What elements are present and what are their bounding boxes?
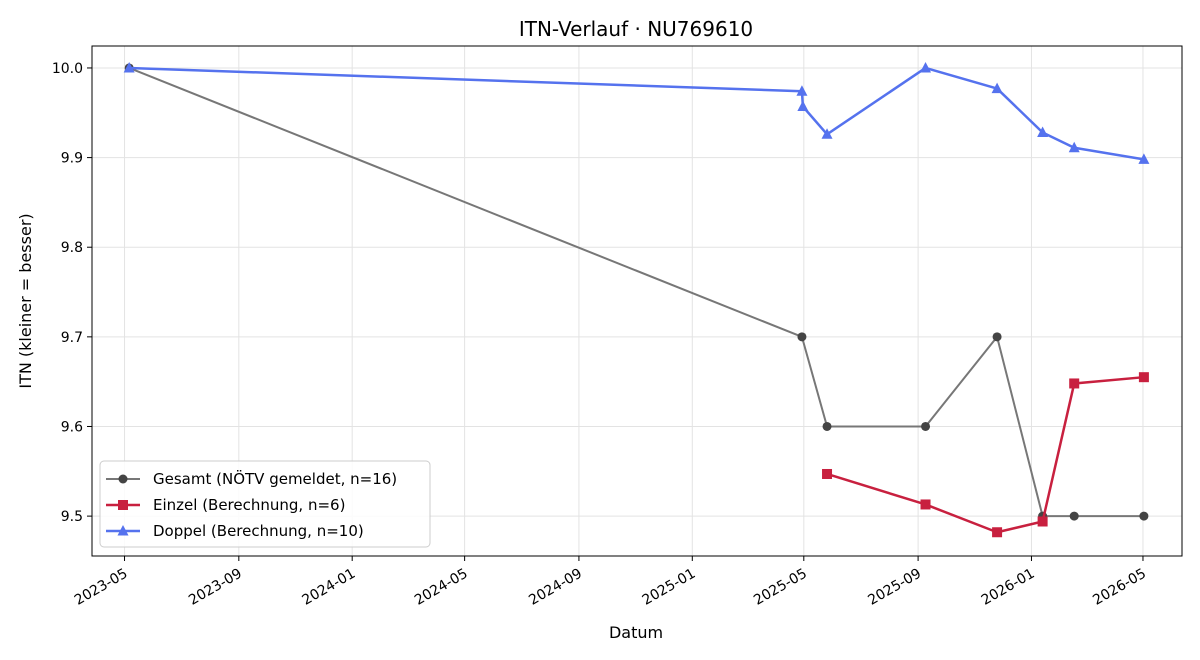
data-point bbox=[1139, 512, 1148, 521]
legend-label: Gesamt (NÖTV gemeldet, n=16) bbox=[153, 469, 397, 488]
legend-marker bbox=[118, 500, 128, 510]
legend-marker bbox=[119, 475, 128, 484]
y-tick-label: 9.6 bbox=[61, 419, 83, 435]
data-point bbox=[1139, 372, 1149, 382]
y-tick-label: 9.9 bbox=[61, 151, 83, 167]
data-point bbox=[1069, 378, 1079, 388]
chart-title: ITN-Verlauf · NU769610 bbox=[519, 17, 753, 41]
data-point bbox=[1038, 516, 1048, 526]
y-axis-label: ITN (kleiner = besser) bbox=[16, 213, 35, 388]
y-tick-label: 9.7 bbox=[61, 330, 83, 346]
data-point bbox=[993, 332, 1002, 341]
data-point bbox=[797, 332, 806, 341]
data-point bbox=[921, 422, 930, 431]
legend-label: Doppel (Berechnung, n=10) bbox=[153, 522, 364, 540]
y-tick-label: 9.5 bbox=[61, 509, 83, 525]
data-point bbox=[823, 422, 832, 431]
y-tick-label: 9.8 bbox=[61, 240, 83, 256]
legend: Gesamt (NÖTV gemeldet, n=16) Einzel (Bere… bbox=[100, 461, 430, 547]
y-tick-label: 10.0 bbox=[52, 61, 83, 77]
x-axis-label: Datum bbox=[609, 623, 663, 642]
data-point bbox=[921, 499, 931, 509]
data-point bbox=[822, 469, 832, 479]
data-point bbox=[1070, 512, 1079, 521]
legend-label: Einzel (Berechnung, n=6) bbox=[153, 496, 345, 514]
data-point bbox=[992, 527, 1002, 537]
